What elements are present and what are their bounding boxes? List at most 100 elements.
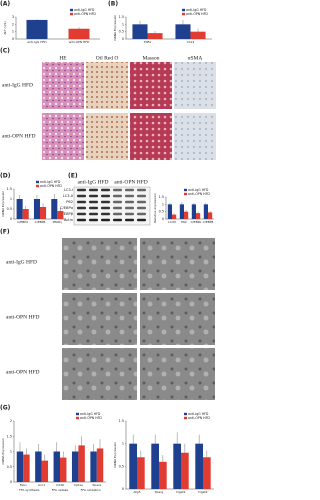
- em-image: [62, 348, 137, 400]
- y-tick-label: 0: [162, 217, 164, 221]
- band: [77, 212, 86, 216]
- band: [125, 194, 134, 198]
- column-label: αSMA: [188, 55, 203, 61]
- x-tick-label: C/EBPα: [191, 220, 202, 224]
- legend-label: anti-OPN HFD: [74, 12, 96, 16]
- band: [101, 218, 110, 222]
- x-tick-label: Acc1: [38, 483, 45, 487]
- micrograph: [130, 62, 172, 109]
- legend-swatch: [76, 416, 79, 420]
- x-group-label: FFA uptake: [52, 488, 69, 492]
- bar: [184, 211, 189, 219]
- x-group-label: FFA synthesis: [19, 488, 40, 492]
- legend-swatch: [36, 184, 39, 188]
- x-tick-label: C/EBPα: [17, 220, 28, 224]
- x-tick-label: C/EBPβ: [203, 220, 214, 224]
- micrograph: [86, 113, 128, 160]
- bar: [203, 204, 208, 219]
- panel-letter: (D): [0, 173, 11, 180]
- band-label: Actin: [64, 218, 73, 222]
- bar: [190, 31, 206, 39]
- band: [113, 194, 122, 198]
- bar: [132, 24, 148, 39]
- bar: [71, 451, 79, 482]
- column-label: Oil Red O: [96, 55, 119, 61]
- band: [137, 206, 146, 210]
- y-tick-label: 0: [12, 37, 14, 41]
- y-tick-label: 0.5: [159, 210, 164, 214]
- legend-swatch: [184, 188, 187, 192]
- bar: [68, 28, 90, 39]
- x-tick-label: Dgat2: [198, 490, 207, 494]
- y-axis-label: mRNA Expression: [113, 442, 117, 469]
- band: [137, 194, 146, 198]
- y-axis-label: Relative expression: [153, 193, 157, 222]
- band-label: LC3-I: [64, 188, 73, 192]
- legend-swatch: [70, 12, 73, 16]
- y-axis-label: mRNA Expression: [1, 191, 5, 218]
- bar: [175, 24, 191, 39]
- x-tick-label: Fasn: [20, 483, 27, 487]
- x-tick-label: PPARγ: [53, 220, 63, 224]
- y-tick-label: 1: [122, 442, 124, 446]
- y-tick-label: 0: [122, 37, 124, 41]
- band: [101, 212, 110, 216]
- band: [113, 206, 122, 210]
- x-tick-label: Ppara: [92, 483, 101, 487]
- y-tick-label: 0: [10, 217, 12, 221]
- y-axis-label: mRNA Expression: [1, 438, 5, 465]
- band: [137, 188, 146, 192]
- micrograph: [174, 113, 216, 160]
- em-image: [62, 293, 137, 345]
- bar: [181, 452, 189, 489]
- legend-label: anti-OPN HFD: [80, 416, 102, 420]
- figure: (A) (B) (C) (D) (E) (F) (G) HE Oil Red O Masson αS…: [0, 1, 216, 494]
- micrograph: [174, 62, 216, 109]
- legend-swatch: [182, 8, 185, 12]
- band: [137, 212, 146, 216]
- em-image: [140, 293, 215, 345]
- x-tick-label: C/EBPβ: [35, 220, 46, 224]
- panel-letter: (F): [0, 229, 10, 236]
- micrograph: [42, 113, 84, 160]
- y-tick-label: 2: [12, 22, 14, 26]
- band: [77, 200, 86, 204]
- bar: [22, 209, 29, 219]
- micrograph: [130, 113, 172, 160]
- x-tick-label: CCL2: [187, 40, 195, 44]
- bar: [60, 457, 67, 482]
- bar: [96, 448, 104, 482]
- band: [113, 200, 122, 204]
- legend-label: anti-IgG HFD: [186, 8, 207, 12]
- row-label: anti-IgG HFD: [2, 82, 33, 88]
- legend-label: anti-IgG HFD: [40, 180, 61, 184]
- row-label: anti-OPN HFD: [6, 369, 39, 375]
- bar: [78, 445, 85, 482]
- legend-swatch: [184, 192, 187, 196]
- legend-label: anti-IgG HFD: [188, 188, 209, 192]
- y-tick-label: 0: [10, 480, 12, 484]
- x-tick-label: Dgat1: [176, 490, 185, 494]
- micrograph: [42, 62, 84, 109]
- band: [101, 194, 110, 198]
- bar: [26, 19, 48, 39]
- y-tick-label: 0.5: [7, 207, 12, 211]
- band: [101, 206, 110, 210]
- y-tick-label: 2: [10, 419, 12, 423]
- band: [125, 206, 134, 210]
- x-tick-label: Cd36: [56, 483, 64, 487]
- column-label: Masson: [142, 55, 159, 61]
- y-tick-label: 1.5: [7, 187, 12, 191]
- band: [89, 218, 98, 222]
- y-axis-label: mRNA Expression: [113, 15, 117, 42]
- y-tick-label: 3: [12, 15, 14, 19]
- row-label: anti-IgG HFD: [6, 259, 37, 265]
- band: [77, 218, 86, 222]
- band: [137, 218, 146, 222]
- bar: [35, 451, 42, 482]
- y-tick-label: 0.5: [119, 30, 124, 34]
- legend-label: anti-OPN HFD: [186, 12, 208, 16]
- bar: [57, 211, 64, 219]
- y-tick-label: 1: [12, 30, 14, 34]
- band-label: P62: [66, 200, 73, 204]
